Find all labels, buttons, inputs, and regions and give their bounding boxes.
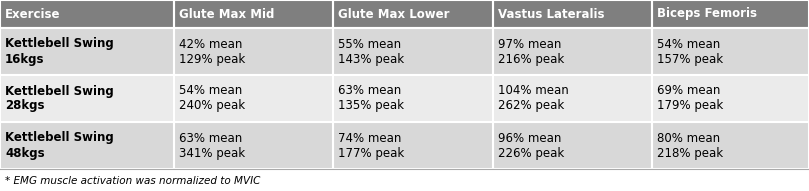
Bar xyxy=(333,122,493,169)
Text: Glute Max Mid: Glute Max Mid xyxy=(179,7,274,20)
Bar xyxy=(333,28,493,75)
Bar xyxy=(0,28,174,75)
Text: Exercise: Exercise xyxy=(5,7,61,20)
Bar xyxy=(493,28,652,75)
Text: 80% mean
218% peak: 80% mean 218% peak xyxy=(657,131,723,159)
Bar xyxy=(652,28,809,75)
Bar xyxy=(174,75,333,122)
Bar xyxy=(0,0,174,28)
Bar xyxy=(0,122,174,169)
Text: Kettlebell Swing
16kgs: Kettlebell Swing 16kgs xyxy=(5,37,114,66)
Bar xyxy=(174,0,333,28)
Text: 42% mean
129% peak: 42% mean 129% peak xyxy=(179,37,245,66)
Text: 54% mean
157% peak: 54% mean 157% peak xyxy=(657,37,723,66)
Text: 54% mean
240% peak: 54% mean 240% peak xyxy=(179,84,245,112)
Bar xyxy=(493,0,652,28)
Bar xyxy=(333,0,493,28)
Bar xyxy=(652,122,809,169)
Text: Biceps Femoris: Biceps Femoris xyxy=(657,7,757,20)
Text: * EMG muscle activation was normalized to MVIC: * EMG muscle activation was normalized t… xyxy=(5,176,260,186)
Bar xyxy=(174,122,333,169)
Bar xyxy=(493,122,652,169)
Bar xyxy=(174,28,333,75)
Bar xyxy=(0,75,174,122)
Text: 63% mean
135% peak: 63% mean 135% peak xyxy=(338,84,404,112)
Text: Glute Max Lower: Glute Max Lower xyxy=(338,7,450,20)
Text: 69% mean
179% peak: 69% mean 179% peak xyxy=(657,84,723,112)
Text: 96% mean
226% peak: 96% mean 226% peak xyxy=(498,131,564,159)
Text: Kettlebell Swing
28kgs: Kettlebell Swing 28kgs xyxy=(5,84,114,112)
Text: Vastus Lateralis: Vastus Lateralis xyxy=(498,7,604,20)
Text: 97% mean
216% peak: 97% mean 216% peak xyxy=(498,37,564,66)
Text: Kettlebell Swing
48kgs: Kettlebell Swing 48kgs xyxy=(5,131,114,159)
Text: 104% mean
262% peak: 104% mean 262% peak xyxy=(498,84,569,112)
Bar xyxy=(333,75,493,122)
Bar xyxy=(493,75,652,122)
Text: 55% mean
143% peak: 55% mean 143% peak xyxy=(338,37,404,66)
Bar xyxy=(652,0,809,28)
Bar xyxy=(652,75,809,122)
Text: 63% mean
341% peak: 63% mean 341% peak xyxy=(179,131,245,159)
Text: 74% mean
177% peak: 74% mean 177% peak xyxy=(338,131,404,159)
